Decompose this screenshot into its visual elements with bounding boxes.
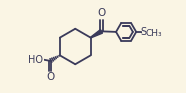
Text: S: S bbox=[141, 27, 147, 37]
Polygon shape bbox=[90, 30, 102, 38]
Text: CH₃: CH₃ bbox=[146, 29, 162, 39]
Text: HO: HO bbox=[28, 55, 43, 65]
Text: O: O bbox=[46, 72, 54, 82]
Text: O: O bbox=[97, 8, 106, 18]
